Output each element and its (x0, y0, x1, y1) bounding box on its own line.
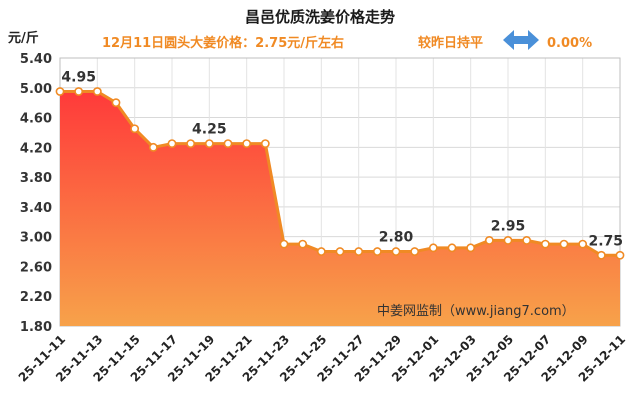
y-axis: 5.40 5.00 4.60 4.20 3.80 3.40 3.00 2.60 2.20 1.80 (20, 52, 52, 335)
area-series (55, 87, 625, 326)
y-tick-label: 2.60 (20, 260, 52, 275)
compare-label: 较昨日持平 (418, 35, 483, 51)
data-label: 2.80 (379, 230, 414, 246)
data-point (298, 239, 308, 249)
y-tick-label: 1.80 (20, 320, 52, 335)
data-point (74, 87, 84, 96)
price-line: 12月11日圆头大姜价格：2.75元/斤左右 (102, 35, 344, 51)
chart-title: 昌邑优质洗姜价格走势 (245, 8, 395, 26)
data-label: 4.95 (61, 70, 96, 86)
data-point (447, 243, 457, 253)
data-point (522, 235, 532, 245)
data-point (111, 98, 121, 108)
data-point (316, 247, 326, 256)
data-point (335, 247, 345, 256)
data-point (578, 239, 588, 249)
data-point (279, 239, 289, 249)
data-point (391, 247, 401, 256)
y-tick-label: 4.60 (20, 112, 52, 127)
data-point (167, 139, 177, 149)
data-point (186, 139, 196, 149)
y-tick-label: 3.80 (20, 171, 52, 186)
data-point (466, 243, 476, 253)
y-tick-label: 4.20 (20, 141, 52, 156)
data-label: 2.75 (588, 233, 623, 249)
data-point (242, 139, 252, 149)
data-label: 4.25 (192, 122, 227, 138)
data-point (615, 250, 625, 260)
y-axis-unit: 元/斤 (8, 30, 39, 46)
data-point (410, 247, 420, 256)
data-point (484, 235, 494, 245)
data-point (130, 124, 140, 134)
data-point (559, 239, 569, 249)
data-point (92, 87, 102, 96)
data-point (596, 250, 606, 260)
data-point (503, 235, 513, 245)
double-arrow-icon (503, 30, 539, 50)
watermark: 中姜网监制（www.jiang7.com） (377, 304, 575, 319)
y-tick-label: 3.40 (20, 201, 52, 216)
change-value: 0.00% (547, 36, 592, 51)
data-point (148, 142, 158, 152)
data-point (354, 247, 364, 256)
x-axis: 25-11-1125-11-1325-11-1525-11-1725-11-19… (16, 332, 628, 384)
data-point (428, 243, 438, 253)
data-point (540, 239, 550, 249)
area-fill (60, 91, 620, 326)
data-point (372, 247, 382, 256)
data-label: 2.95 (491, 218, 526, 234)
y-tick-label: 5.40 (20, 52, 52, 67)
data-point (55, 87, 65, 96)
y-tick-label: 3.00 (20, 231, 52, 246)
data-point (223, 139, 233, 149)
data-labels: 4.95 4.25 2.80 2.95 2.75 (61, 70, 623, 250)
data-point (260, 139, 270, 149)
data-point (204, 139, 214, 149)
y-tick-label: 5.00 (20, 82, 52, 97)
y-tick-label: 2.20 (20, 290, 52, 305)
